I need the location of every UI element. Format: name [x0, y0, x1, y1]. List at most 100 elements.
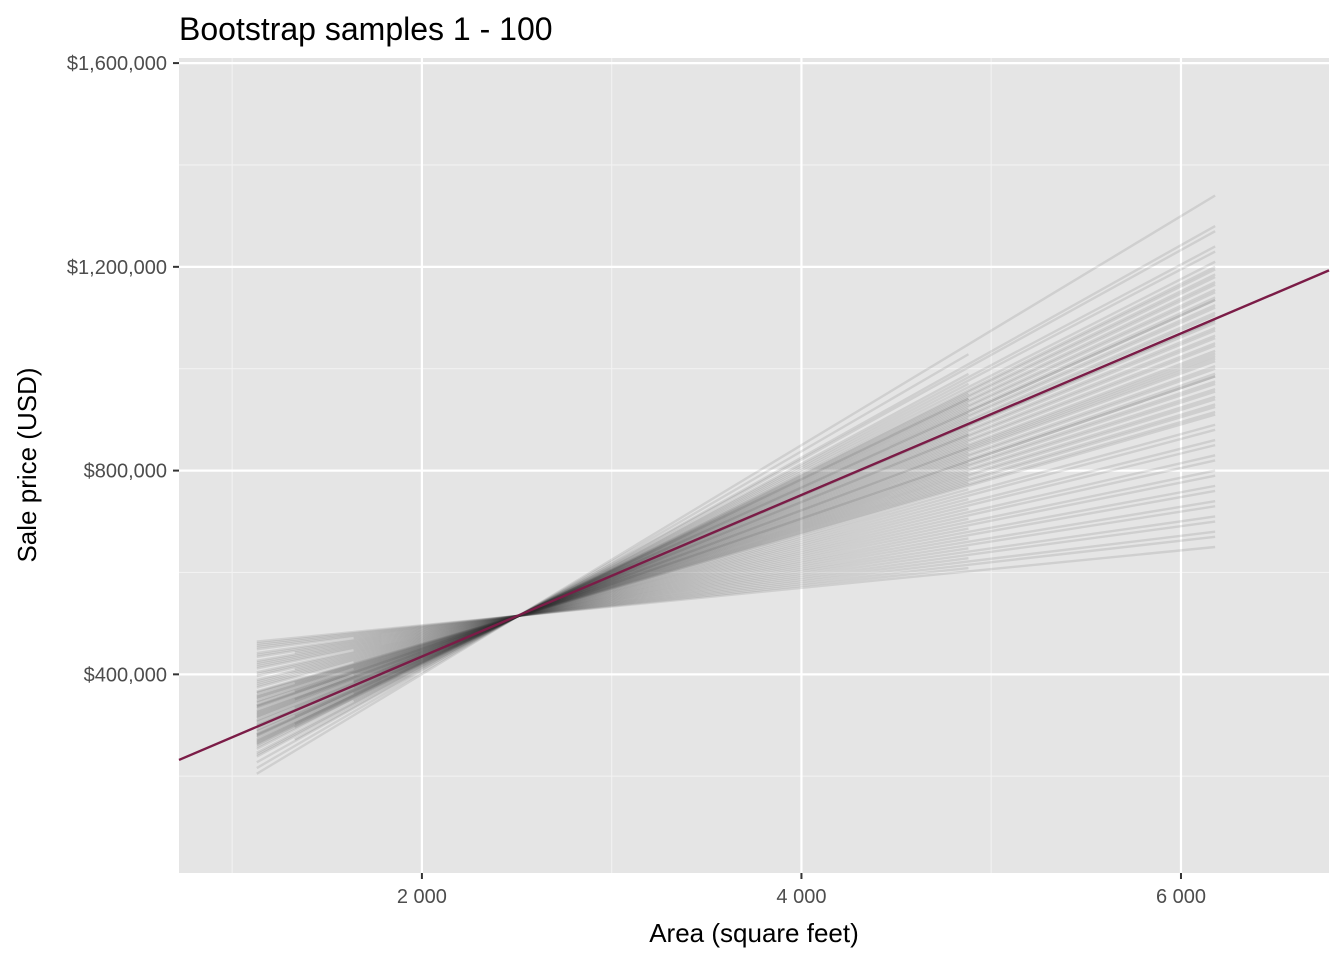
bootstrap-line — [256, 353, 970, 770]
fit-line-group — [178, 269, 1330, 762]
bootstrap-line — [256, 306, 1216, 733]
bootstrap-line — [256, 530, 1216, 649]
bootstrap-line — [256, 537, 969, 662]
bootstrap-line — [256, 260, 1216, 750]
bootstrap-line — [256, 432, 969, 724]
y-tick-label: $1,200,000 — [67, 257, 167, 279]
bootstrap-line — [256, 357, 1216, 714]
bootstrap-line — [256, 481, 969, 695]
bootstrap-line — [256, 395, 1216, 700]
bootstrap-line — [256, 334, 1216, 723]
x-axis-label: Area (square feet) — [649, 918, 859, 948]
bootstrap-lines — [256, 194, 1216, 775]
x-tick-label: 4 000 — [776, 886, 826, 908]
bootstrap-line — [256, 372, 970, 758]
bootstrap-line — [256, 283, 1216, 742]
bootstrap-line — [256, 476, 969, 698]
bootstrap-line — [294, 230, 1216, 741]
chart-title: Bootstrap samples 1 - 100 — [179, 11, 553, 47]
x-tick-label: 6 000 — [1156, 886, 1206, 908]
bootstrap-line — [353, 382, 969, 702]
x-tick-label: 2 000 — [397, 886, 447, 908]
bootstrap-line — [256, 566, 969, 645]
plot-panel — [179, 58, 1329, 873]
bootstrap-line — [256, 337, 1216, 722]
bootstrap-line — [256, 250, 1216, 754]
bootstrap-line — [256, 367, 1216, 710]
bootstrap-line — [256, 466, 969, 704]
bootstrap-line — [256, 403, 1216, 697]
bootstrap-line — [256, 349, 1216, 717]
bootstrap-line — [256, 375, 1216, 707]
y-tick-label: $400,000 — [84, 664, 167, 686]
x-axis: 2 000 4 000 6 000 — [397, 873, 1206, 908]
bootstrap-line — [256, 451, 969, 712]
bootstrap-line — [256, 545, 1216, 643]
bootstrap-line — [256, 344, 1216, 719]
bootstrap-line — [256, 298, 1216, 736]
bootstrap-line — [256, 443, 1216, 682]
bootstrap-line — [256, 484, 1216, 666]
bootstrap-line — [353, 390, 1216, 671]
bootstrap-line — [294, 446, 969, 701]
bootstrap-line — [256, 438, 1216, 684]
bootstrap-line — [256, 535, 1216, 647]
bootstrap-line — [256, 273, 1216, 746]
bootstrap-line — [353, 469, 1216, 652]
bootstrap-line — [256, 375, 1216, 707]
bootstrap-line — [294, 499, 1216, 654]
bootstrap-line — [256, 456, 969, 709]
bootstrap-line — [256, 352, 1216, 716]
bootstrap-line — [256, 245, 1216, 756]
bootstrap-line — [256, 407, 969, 738]
bootstrap-line — [294, 303, 1216, 717]
bootstrap-line — [256, 454, 1216, 678]
bootstrap-line — [256, 298, 1216, 736]
bootstrap-line — [353, 288, 1216, 695]
bootstrap-line — [256, 489, 1216, 664]
y-axis: $400,000 $800,000 $1,200,000 $1,600,000 — [67, 53, 179, 686]
minor-gridlines — [179, 58, 1329, 873]
y-tick-label: $1,600,000 — [67, 53, 167, 75]
bootstrap-line — [256, 359, 1216, 713]
bootstrap-line — [256, 225, 1216, 764]
bootstrap-line — [256, 296, 1216, 737]
bootstrap-line — [256, 505, 1216, 659]
y-axis-label: Sale price (USD) — [12, 367, 42, 562]
bootstrap-line — [294, 268, 1216, 729]
bootstrap-line — [256, 413, 1216, 693]
bootstrap-line — [256, 547, 969, 657]
bootstrap-line — [256, 412, 969, 735]
bootstrap-line — [256, 527, 969, 668]
bootstrap-line — [256, 517, 969, 674]
bootstrap-line — [256, 397, 969, 744]
bootstrap-line — [256, 398, 1216, 699]
bootstrap-line — [294, 405, 1216, 685]
bootstrap-line — [256, 392, 969, 747]
bootstrap-line — [256, 471, 969, 701]
bootstrap-line — [256, 291, 1216, 739]
bootstrap-line — [294, 507, 969, 671]
bootstrap-line — [294, 397, 969, 725]
bootstrap-line — [256, 441, 969, 718]
bootstrap-line — [256, 423, 1216, 689]
bootstrap-line — [256, 311, 1216, 731]
bootstrap-line — [294, 380, 1216, 693]
bootstrap-line — [256, 372, 1216, 708]
bootstrap-line — [353, 520, 1216, 640]
y-tick-label: $800,000 — [84, 461, 167, 483]
bootstrap-line — [256, 281, 1216, 743]
bootstrap-line — [256, 497, 969, 685]
bootstrap-line — [256, 382, 1216, 705]
bootstrap-line — [256, 387, 1216, 703]
bootstrap-line — [256, 275, 1216, 745]
bootstrap-line — [256, 354, 1216, 715]
bootstrap-line — [256, 342, 1216, 720]
bootstrap-line — [256, 265, 1216, 749]
bootstrap-line — [256, 410, 1216, 694]
bootstrap-line — [256, 557, 969, 651]
fit-line — [178, 269, 1330, 762]
bootstrap-line — [353, 487, 969, 664]
major-gridlines — [179, 58, 1329, 873]
